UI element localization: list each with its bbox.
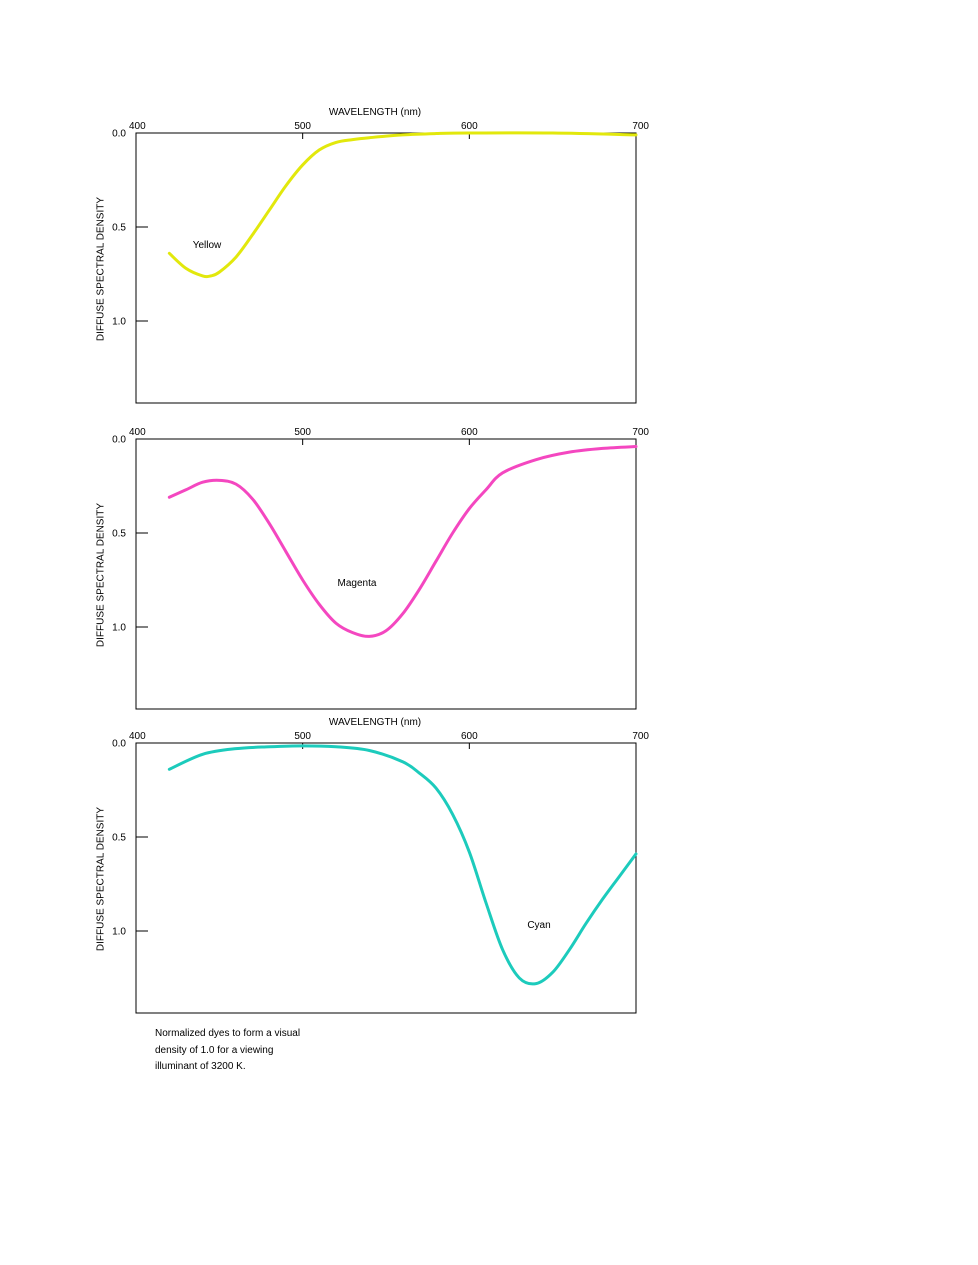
series-line-magenta <box>167 445 638 638</box>
x-tick-label: 400 <box>129 427 146 438</box>
series-line-yellow <box>167 131 638 279</box>
y-tick-label: 0.0 <box>112 129 126 140</box>
caption-line: illuminant of 3200 K. <box>155 1061 246 1072</box>
y-tick-label: 1.0 <box>112 623 126 634</box>
x-tick-label: 700 <box>632 731 649 742</box>
x-tick-label: 500 <box>294 427 311 438</box>
y-tick-label: 0.0 <box>112 739 126 750</box>
y-tick-label: 0.5 <box>112 223 126 234</box>
y-tick-label: 0.0 <box>112 435 126 446</box>
y-axis-title: DIFFUSE SPECTRAL DENSITY <box>96 807 107 951</box>
x-tick-label: 700 <box>632 121 649 132</box>
x-tick-label: 600 <box>461 427 478 438</box>
y-axis-title: DIFFUSE SPECTRAL DENSITY <box>96 503 107 647</box>
plot-frame <box>135 742 637 1014</box>
plot-frame <box>135 132 637 404</box>
caption-line: Normalized dyes to form a visual <box>155 1028 301 1039</box>
y-tick-label: 0.5 <box>112 529 126 540</box>
series-label-magenta: Magenta <box>338 578 377 589</box>
y-tick-label: 1.0 <box>112 927 126 938</box>
series-line-cyan <box>167 744 638 986</box>
x-tick-label: 700 <box>632 427 649 438</box>
y-tick-label: 1.0 <box>112 317 126 328</box>
x-tick-label: 400 <box>129 121 146 132</box>
x-tick-label: 600 <box>461 121 478 132</box>
series-label-cyan: Cyan <box>527 920 550 931</box>
y-tick-label: 0.5 <box>112 833 126 844</box>
figure-caption: Normalized dyes to form a visual density… <box>155 1026 355 1076</box>
x-tick-label: 500 <box>294 121 311 132</box>
y-axis-title: DIFFUSE SPECTRAL DENSITY <box>96 197 107 341</box>
series-label-yellow: Yellow <box>193 240 222 251</box>
x-axis-title: WAVELENGTH (nm) <box>329 107 421 118</box>
x-tick-label: 500 <box>294 731 311 742</box>
plot-frame <box>135 438 637 710</box>
x-axis-title: WAVELENGTH (nm) <box>329 717 421 728</box>
x-tick-label: 400 <box>129 731 146 742</box>
caption-line: density of 1.0 for a viewing <box>155 1044 274 1056</box>
x-tick-label: 600 <box>461 731 478 742</box>
